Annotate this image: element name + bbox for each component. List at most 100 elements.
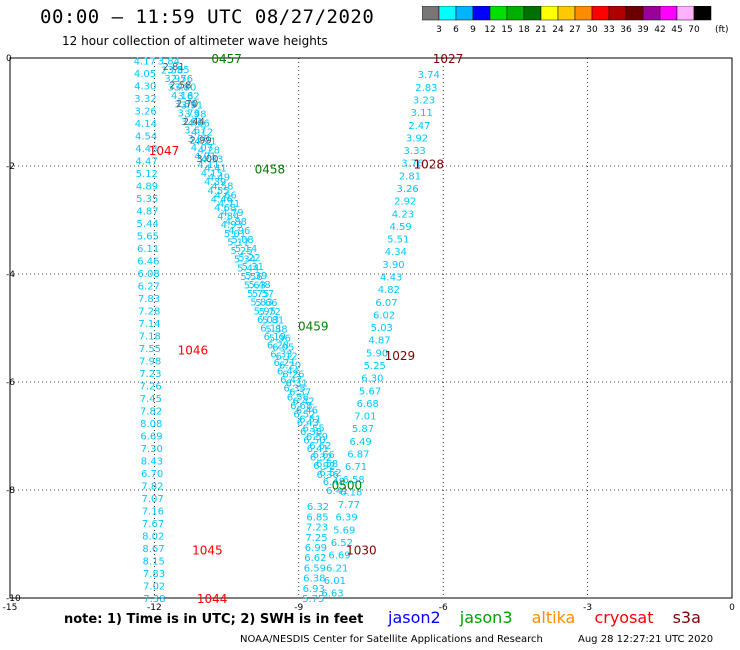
swh-data-label: 4.58: [211, 181, 233, 192]
swh-data-label: 6.59: [304, 563, 326, 574]
y-tick-label: -10: [6, 594, 21, 604]
swh-data-label: 6.50: [303, 435, 325, 446]
swh-data-label: 6.71: [345, 462, 367, 473]
swh-data-label: 4.66: [215, 190, 237, 201]
y-tick-label: -6: [6, 378, 15, 388]
swh-data-label: 6.12: [275, 352, 297, 363]
swh-data-label: 4.05: [134, 69, 156, 80]
swh-data-label: 2.58: [161, 65, 183, 76]
swh-data-label: 3.89: [174, 100, 196, 111]
swh-data-label: 7.14: [138, 319, 160, 330]
swh-data-label: 7.45: [140, 394, 162, 405]
swh-data-label: 8.02: [142, 532, 164, 543]
swh-data-label: 5.83: [250, 298, 272, 309]
swh-data-label: 3.78: [168, 83, 190, 94]
swh-data-label: 5.90: [366, 348, 388, 359]
swh-data-label: 4.41: [205, 163, 227, 174]
swh-data-label: 7.98: [139, 357, 161, 368]
swh-data-label: 6.28: [267, 341, 289, 352]
swh-data-label: 4.59: [389, 222, 411, 233]
swh-data-label: 6.36: [317, 470, 339, 481]
swh-data-label: 6.38: [303, 574, 325, 585]
swh-data-label: 6.38: [300, 427, 322, 438]
swh-data-label: 7.55: [139, 344, 161, 355]
swh-data-label: 6.46: [296, 405, 318, 416]
swh-data-label: 6.31: [286, 378, 308, 389]
wave-height-plot: -15 -12 -9 -6 -3 00-2-4-6-8-104.174.054.303.3…: [3, 52, 735, 612]
swh-data-label: 3.26: [396, 184, 418, 195]
satellite-legend: jason2 jason3 altika cryosat s3a: [388, 608, 715, 627]
swh-data-label: 4.07: [191, 143, 213, 154]
colorbar-tick-label: 39: [637, 25, 649, 35]
colorbar-tick-label: 42: [654, 25, 665, 35]
pass-time-label: 0458: [255, 163, 286, 177]
pass-time-label: 1028: [413, 157, 444, 171]
swh-data-label: 6.46: [137, 257, 159, 268]
legend-jason3: jason3: [459, 608, 513, 627]
swh-data-label: 4.87: [368, 336, 390, 347]
swh-data-label: 4.89: [136, 182, 158, 193]
swh-data-label: 6.52: [293, 410, 315, 421]
swh-data-label: 5.56: [240, 272, 262, 283]
swh-data-label: 4.39: [204, 177, 226, 188]
colorbar-tick-label: 45: [671, 25, 682, 35]
pass-time-label: 1029: [385, 349, 416, 363]
swh-data-label: 3.55: [167, 65, 189, 76]
swh-data-label: 5.44: [237, 263, 259, 274]
swh-data-label: 4.96: [228, 226, 250, 237]
legend-cryosat: cryosat: [594, 608, 654, 627]
swh-data-label: 6.59: [306, 432, 328, 443]
colorbar-tick-label: 6: [453, 25, 459, 35]
swh-data-label: 2.83: [415, 83, 437, 94]
colorbar-tick-label: 18: [518, 25, 530, 35]
swh-data-label: 6.07: [375, 298, 397, 309]
swh-data-label: 6.69: [140, 432, 162, 443]
colorbar-tick-label: 30: [586, 25, 598, 35]
swh-data-label: 6.63: [321, 589, 343, 600]
swh-data-label: 7.67: [142, 519, 164, 530]
swh-data-label: 5.75: [302, 594, 324, 605]
swh-data-label: 3.00: [196, 154, 218, 165]
swh-data-label: 2.81: [163, 62, 185, 73]
swh-data-label: 4.54: [135, 132, 157, 143]
legend-altika: altika: [531, 608, 576, 627]
swh-data-label: 6.37: [289, 387, 311, 398]
swh-data-label: 2.81: [399, 171, 421, 182]
colorbar-unit: (ft): [715, 25, 729, 35]
swh-data-label: 3.84: [158, 57, 180, 68]
swh-data-label: 4.46: [211, 194, 233, 205]
swh-data-label: 5.39: [245, 271, 267, 282]
units-note: note: 1) Time is in UTC; 2) SWH is in fe…: [64, 612, 364, 627]
swh-data-label: 6.42: [292, 396, 314, 407]
swh-data-label: 6.93: [303, 584, 325, 595]
x-tick-label: -15: [3, 603, 18, 612]
swh-data-label: 3.98: [184, 110, 206, 121]
swh-data-label: 5.67: [359, 386, 381, 397]
y-tick-label: 0: [6, 54, 12, 64]
swh-data-label: 5.25: [364, 361, 386, 372]
swh-data-label: 4.87: [136, 207, 158, 218]
swh-data-label: 6.87: [347, 450, 369, 461]
swh-data-label: 6.11: [137, 244, 159, 255]
colorbar-tick-label: 15: [501, 25, 512, 35]
y-tick-label: -2: [6, 162, 15, 172]
swh-data-label: 6.20: [279, 361, 301, 372]
swh-data-label: 6.58: [316, 459, 338, 470]
swh-data-label: 5.75: [247, 289, 269, 300]
pass-time-label: 1044: [197, 592, 228, 606]
swh-data-label: 3.82: [177, 92, 199, 103]
swh-data-label: 6.44: [277, 367, 299, 378]
swh-data-label: 8.08: [140, 419, 162, 430]
x-tick-label: -6: [439, 603, 448, 612]
x-tick-label: 0: [729, 603, 735, 612]
swh-data-label: 8.43: [141, 457, 163, 468]
swh-data-label: 6.21: [274, 358, 296, 369]
swh-data-label: 6.66: [313, 450, 335, 461]
swh-data-label: 7.18: [139, 332, 161, 343]
swh-data-label: 6.48: [323, 477, 345, 488]
swh-data-label: 2.99: [189, 136, 211, 147]
swh-data-label: 3.92: [406, 133, 428, 144]
swh-data-label: 4.28: [198, 145, 220, 156]
swh-data-label: 2.76: [171, 74, 193, 85]
legend-jason2: jason2: [388, 608, 441, 627]
